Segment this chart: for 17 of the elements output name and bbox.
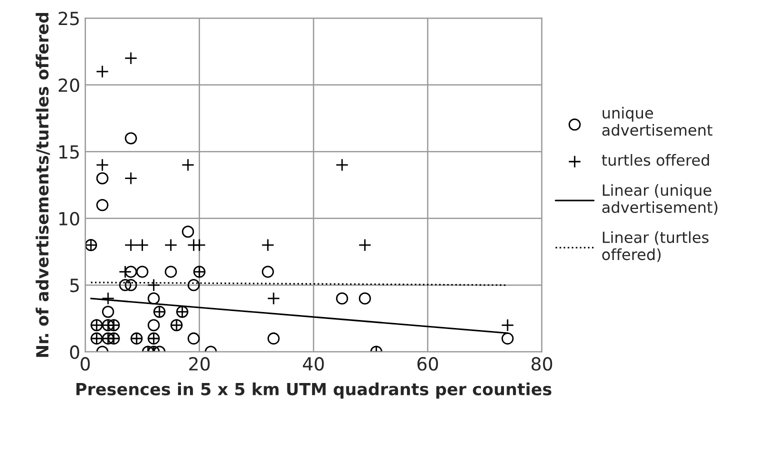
legend-label: turtles offered [602,154,709,166]
y-tick-label: 20 [58,78,80,92]
x-tick-label: 20 [189,357,210,371]
y-tick-label: 25 [58,12,79,26]
y-tick-label: 10 [59,212,80,226]
y-tick-label: 15 [59,145,79,159]
y-tick-label: 5 [70,278,79,292]
legend-label: Linear (unique advertisement) [602,184,718,215]
y-axis-title: Nr. of advertisements/turtles offered [36,12,50,357]
x-tick-label: 60 [417,357,438,371]
legend-label: Linear (turtles offered) [602,231,708,262]
x-tick-label: 40 [302,357,324,371]
x-tick-label: 80 [532,357,552,371]
y-tick-label: 0 [70,345,80,359]
x-tick-label: 0 [80,357,90,371]
legend-label: unique advertisement [602,106,712,136]
x-axis-title: Presences in 5 x 5 km UTM quadrants per counties [76,382,552,399]
